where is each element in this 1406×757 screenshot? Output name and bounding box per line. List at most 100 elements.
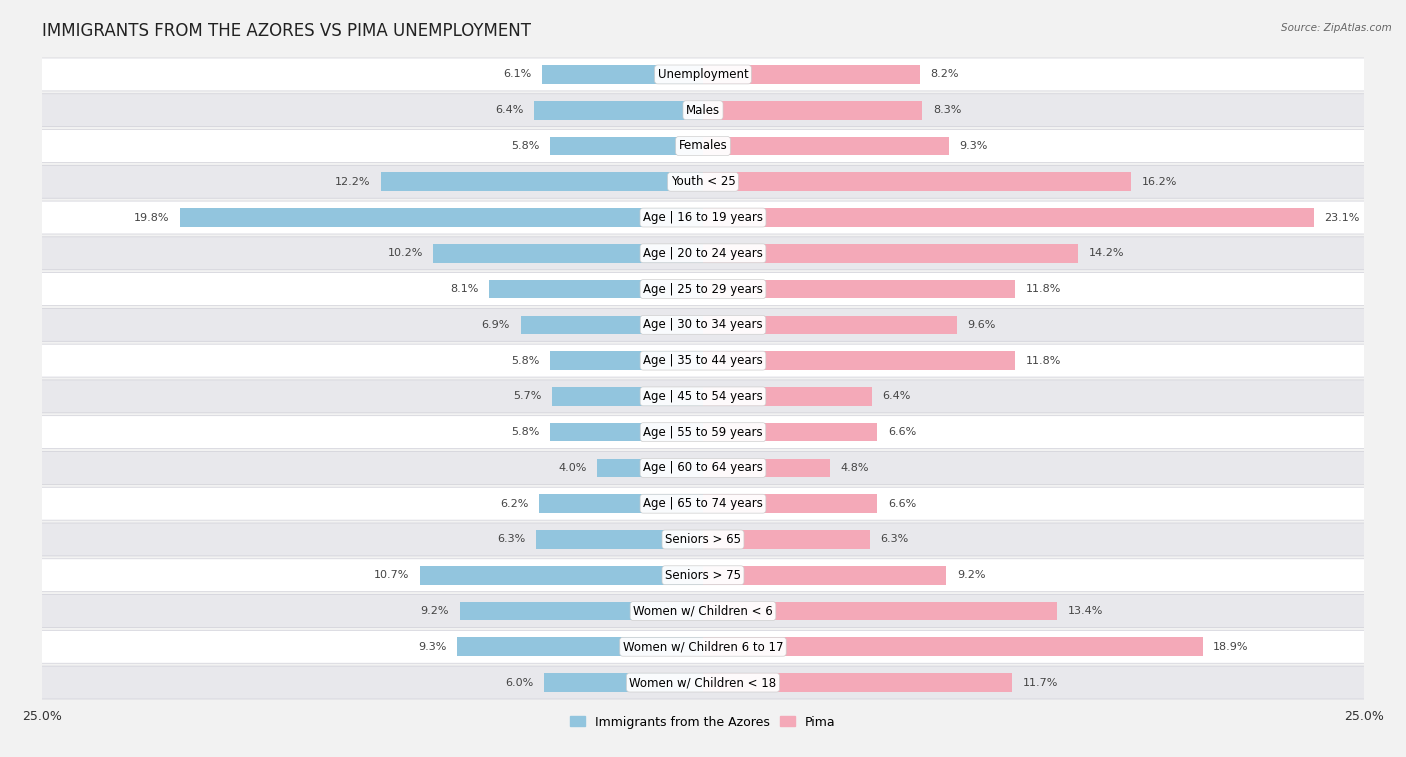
Text: 6.6%: 6.6% [889,427,917,437]
Bar [703,65,920,84]
Bar [703,494,877,513]
FancyBboxPatch shape [30,94,1376,126]
Text: Women w/ Children < 18: Women w/ Children < 18 [630,676,776,689]
FancyBboxPatch shape [30,488,1376,520]
FancyBboxPatch shape [30,631,1376,663]
Bar [550,137,703,155]
Text: 6.4%: 6.4% [883,391,911,401]
Bar [180,208,703,227]
Text: Females: Females [679,139,727,152]
Text: Unemployment: Unemployment [658,68,748,81]
Bar [550,351,703,370]
FancyBboxPatch shape [30,451,1376,484]
Text: Youth < 25: Youth < 25 [671,176,735,188]
Text: 6.3%: 6.3% [880,534,908,544]
Bar [598,459,703,477]
Text: 5.8%: 5.8% [510,356,538,366]
Bar [703,459,830,477]
FancyBboxPatch shape [30,237,1376,269]
Text: 12.2%: 12.2% [335,177,370,187]
Bar [544,673,703,692]
Text: Males: Males [686,104,720,117]
Text: Age | 16 to 19 years: Age | 16 to 19 years [643,211,763,224]
Text: Age | 30 to 34 years: Age | 30 to 34 years [643,319,763,332]
Bar [703,566,946,584]
Text: 9.3%: 9.3% [418,642,447,652]
Bar [550,423,703,441]
Bar [703,387,872,406]
Text: IMMIGRANTS FROM THE AZORES VS PIMA UNEMPLOYMENT: IMMIGRANTS FROM THE AZORES VS PIMA UNEMP… [42,22,531,40]
Bar [703,673,1012,692]
Text: 8.3%: 8.3% [934,105,962,115]
Text: 4.8%: 4.8% [841,463,869,473]
Text: 5.8%: 5.8% [510,141,538,151]
Bar [420,566,703,584]
Bar [541,65,703,84]
FancyBboxPatch shape [30,344,1376,377]
Text: 5.8%: 5.8% [510,427,538,437]
Bar [703,423,877,441]
Text: 11.8%: 11.8% [1025,356,1062,366]
FancyBboxPatch shape [30,129,1376,163]
Text: 6.3%: 6.3% [498,534,526,544]
Bar [703,602,1057,620]
Text: 9.3%: 9.3% [959,141,988,151]
Bar [703,530,869,549]
Text: 8.2%: 8.2% [931,70,959,79]
Text: 6.1%: 6.1% [503,70,531,79]
Bar [703,637,1202,656]
Bar [534,101,703,120]
Text: 4.0%: 4.0% [558,463,586,473]
Text: Age | 20 to 24 years: Age | 20 to 24 years [643,247,763,260]
Text: 6.4%: 6.4% [495,105,523,115]
Text: 10.2%: 10.2% [388,248,423,258]
Bar [703,137,949,155]
FancyBboxPatch shape [30,380,1376,413]
Bar [520,316,703,334]
FancyBboxPatch shape [30,594,1376,628]
Text: 13.4%: 13.4% [1067,606,1104,616]
Text: Seniors > 75: Seniors > 75 [665,569,741,581]
Text: Women w/ Children < 6: Women w/ Children < 6 [633,605,773,618]
FancyBboxPatch shape [30,201,1376,234]
Text: Age | 25 to 29 years: Age | 25 to 29 years [643,282,763,295]
Bar [381,173,703,191]
Text: 19.8%: 19.8% [134,213,169,223]
Bar [703,101,922,120]
Text: Age | 45 to 54 years: Age | 45 to 54 years [643,390,763,403]
Text: 9.2%: 9.2% [420,606,450,616]
Bar [703,244,1078,263]
Text: 14.2%: 14.2% [1088,248,1125,258]
Bar [703,208,1313,227]
Text: 16.2%: 16.2% [1142,177,1177,187]
Bar [538,494,703,513]
FancyBboxPatch shape [30,559,1376,592]
Text: 8.1%: 8.1% [450,284,478,294]
Text: 6.0%: 6.0% [506,678,534,687]
Bar [553,387,703,406]
FancyBboxPatch shape [30,165,1376,198]
FancyBboxPatch shape [30,308,1376,341]
FancyBboxPatch shape [30,58,1376,91]
Text: 6.6%: 6.6% [889,499,917,509]
Text: Source: ZipAtlas.com: Source: ZipAtlas.com [1281,23,1392,33]
Text: 9.2%: 9.2% [956,570,986,580]
FancyBboxPatch shape [30,416,1376,449]
Text: 5.7%: 5.7% [513,391,541,401]
Text: 11.8%: 11.8% [1025,284,1062,294]
Text: 23.1%: 23.1% [1324,213,1360,223]
Text: 10.7%: 10.7% [374,570,409,580]
FancyBboxPatch shape [30,523,1376,556]
Bar [460,602,703,620]
Bar [703,316,956,334]
Text: 9.6%: 9.6% [967,320,995,330]
Text: 11.7%: 11.7% [1022,678,1059,687]
Text: Age | 60 to 64 years: Age | 60 to 64 years [643,462,763,475]
Text: 6.9%: 6.9% [482,320,510,330]
Bar [457,637,703,656]
Text: Women w/ Children 6 to 17: Women w/ Children 6 to 17 [623,640,783,653]
Bar [433,244,703,263]
Text: 6.2%: 6.2% [501,499,529,509]
Bar [703,351,1015,370]
Text: 18.9%: 18.9% [1213,642,1249,652]
